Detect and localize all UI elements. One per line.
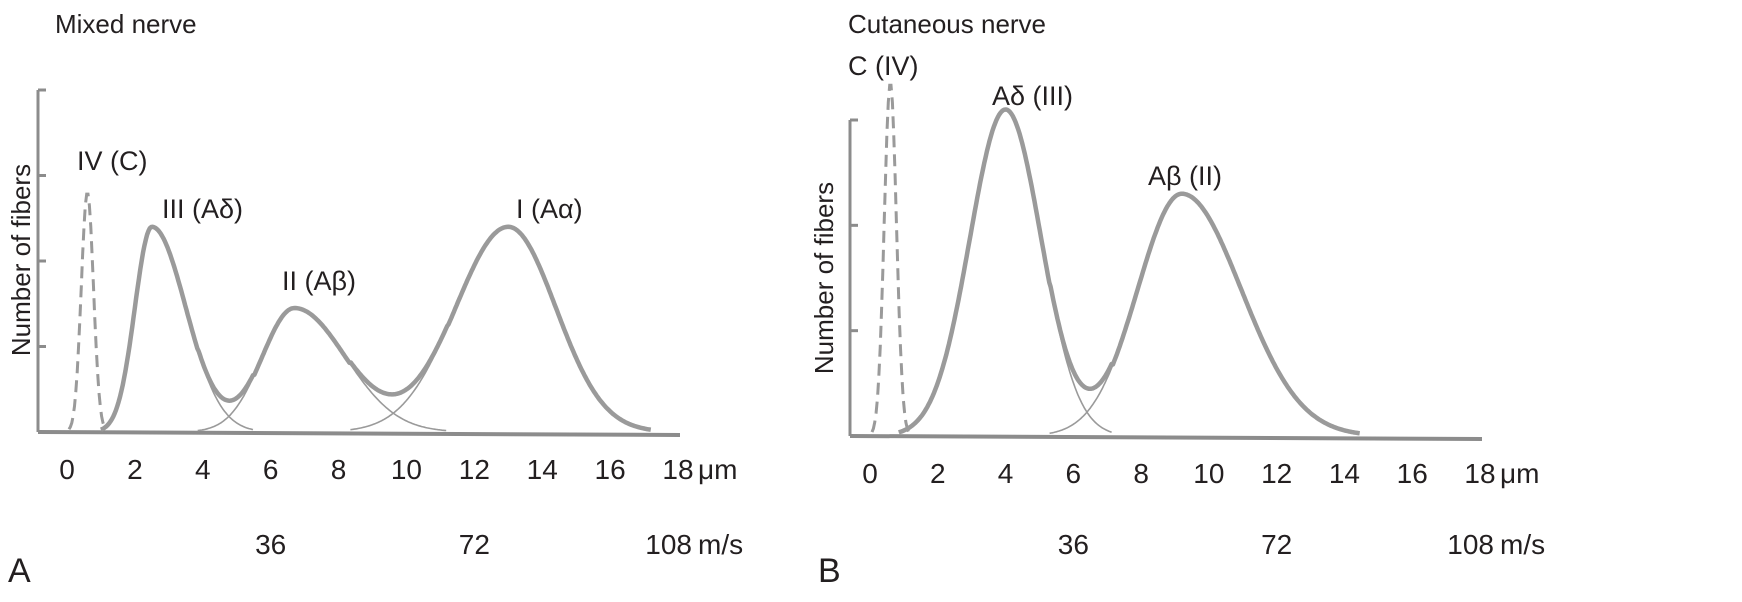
velocity-unit-label: m/s — [698, 529, 743, 560]
x-tick-label: 8 — [1133, 458, 1149, 489]
x-tick-label: 0 — [59, 454, 75, 485]
envelope-curve — [100, 224, 652, 432]
envelope-curve — [897, 107, 1361, 436]
x-tick-label: 16 — [595, 454, 626, 485]
x-axis-line — [37, 430, 681, 437]
x-tick-label: 16 — [1397, 458, 1428, 489]
x-tick-label: 10 — [391, 454, 422, 485]
series-label: Aδ (III) — [992, 81, 1073, 111]
panel-a: Mixed nerve A Number of fibers 0 2 4 6 8 10 12 14 1… — [6, 9, 743, 590]
x-tick-label: 6 — [1066, 458, 1082, 489]
series-curve — [350, 226, 651, 431]
x-unit-label: μm — [698, 454, 737, 485]
series-label: IV (C) — [77, 146, 148, 176]
series-label: I (Aα) — [516, 194, 583, 224]
x-tick-label: 4 — [998, 458, 1014, 489]
velocity-tick-label: 36 — [255, 529, 286, 560]
x-tick-label: 12 — [459, 454, 490, 485]
velocity-unit-label: m/s — [1500, 529, 1545, 560]
x-tick-label: 8 — [331, 454, 347, 485]
y-axis-label: Number of fibers — [809, 182, 839, 374]
velocity-tick-label: 36 — [1058, 529, 1089, 560]
series-curve — [1049, 192, 1359, 435]
velocity-tick-label: 108 — [645, 529, 692, 560]
y-axis-label: Number of fibers — [6, 164, 36, 356]
x-tick-label: 4 — [195, 454, 211, 485]
x-tick-label: 14 — [527, 454, 558, 485]
velocity-tick-label: 72 — [459, 529, 490, 560]
x-tick-label: 18 — [662, 454, 693, 485]
x-tick-label: 10 — [1193, 458, 1224, 489]
x-tick-label: 6 — [263, 454, 279, 485]
x-axis-line — [849, 434, 1483, 441]
x-tick-label: 0 — [862, 458, 878, 489]
series-curve — [870, 83, 911, 433]
x-tick-label: 12 — [1261, 458, 1292, 489]
velocity-tick-label: 108 — [1447, 529, 1494, 560]
velocity-tick-label: 72 — [1261, 529, 1292, 560]
series-label: C (IV) — [848, 51, 919, 81]
x-unit-label: μm — [1500, 458, 1539, 489]
panel-title: Cutaneous nerve — [848, 9, 1046, 39]
x-tick-label: 2 — [930, 458, 946, 489]
x-tick-label: 18 — [1464, 458, 1495, 489]
panel-letter: A — [8, 552, 31, 590]
panel-letter: B — [818, 552, 841, 590]
x-tick-label: 14 — [1329, 458, 1360, 489]
series-curve — [67, 192, 107, 431]
x-tick-label: 2 — [127, 454, 143, 485]
series-label: III (Aδ) — [162, 194, 243, 224]
panel-title: Mixed nerve — [55, 9, 197, 39]
series-label: II (Aβ) — [282, 266, 356, 296]
panel-b: Cutaneous nerve B Number of fibers 0 2 4 6 8 10 1… — [809, 9, 1545, 590]
series-label: Aβ (II) — [1148, 161, 1222, 191]
